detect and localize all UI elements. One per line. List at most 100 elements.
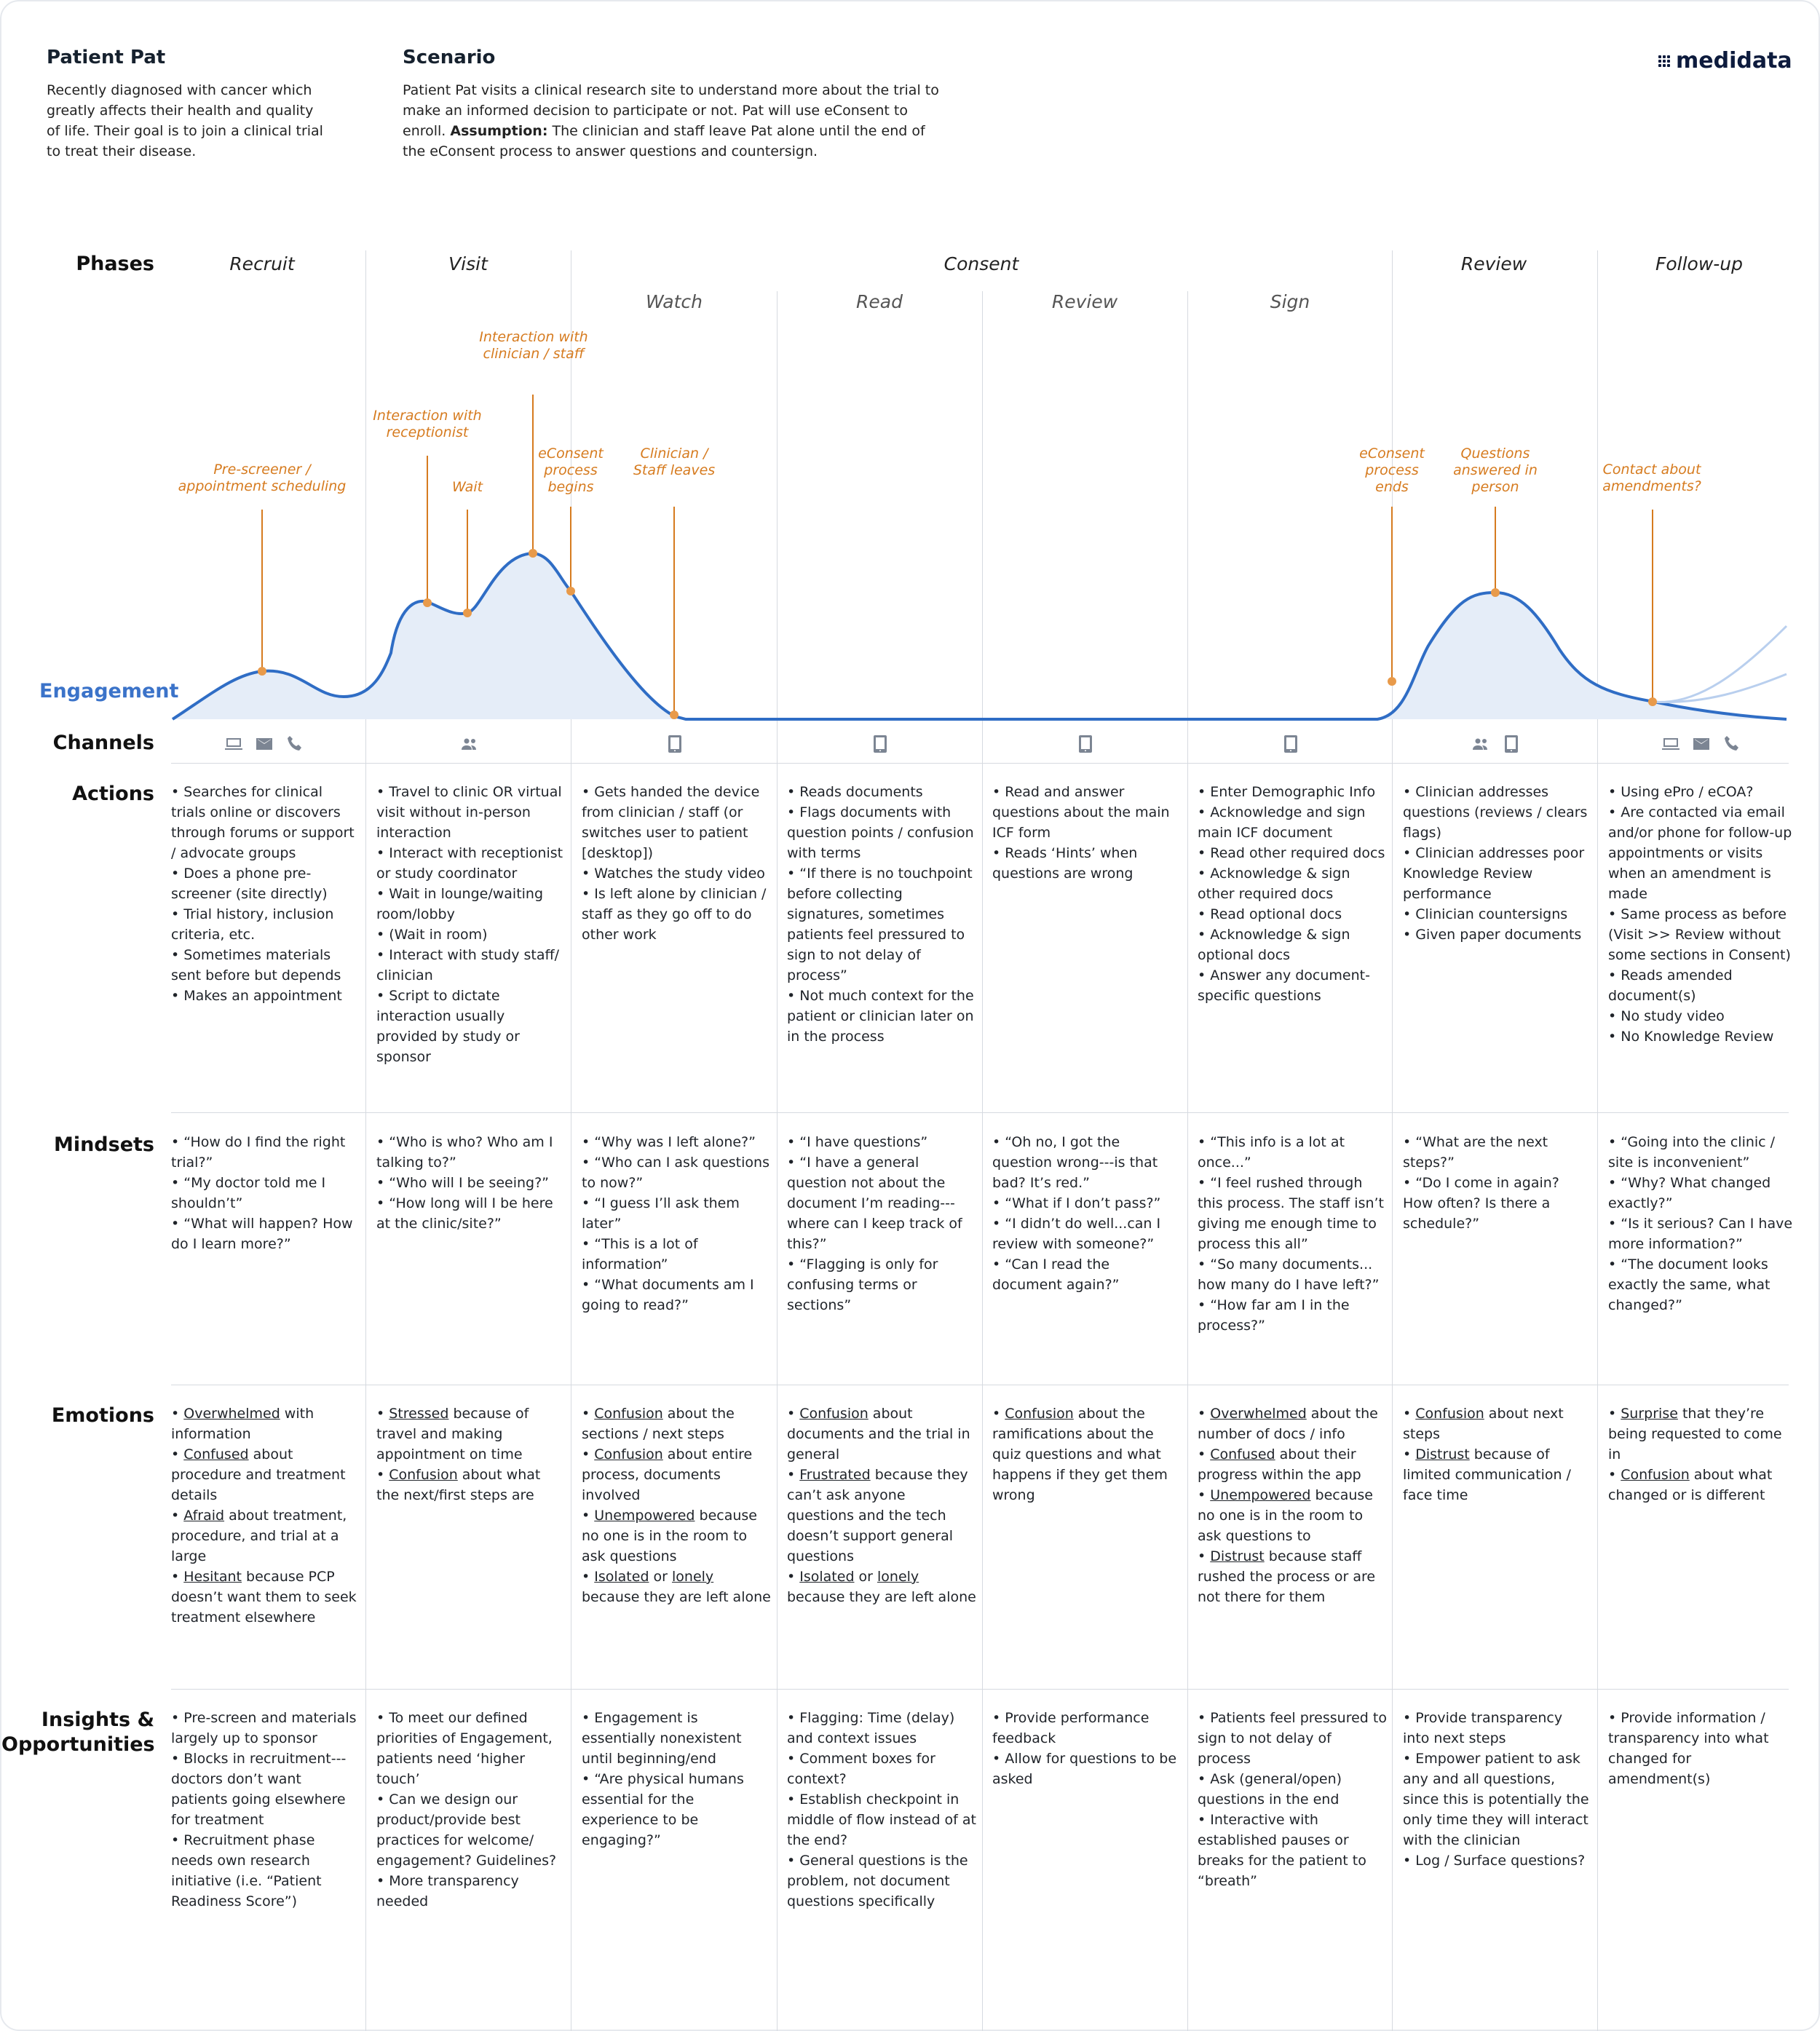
divider-read-review	[982, 291, 983, 2031]
insights-item: Provide performance feedback	[992, 1708, 1182, 1749]
emotions-item: Isolated or lonely because they are left…	[787, 1567, 976, 1607]
subphase-review: Review	[1051, 291, 1118, 312]
emotion-detail: about documents and the trial in general	[787, 1406, 970, 1462]
emotion-word: Confusion	[1005, 1406, 1074, 1422]
tablet-icon	[1284, 735, 1297, 753]
annotation-questions-answered: Questions answered in person	[1453, 446, 1538, 495]
insights-cell: Provide transparency into next stepsEmpo…	[1403, 1708, 1592, 1871]
actions-item: Answer any document-specific questions	[1198, 965, 1387, 1006]
mindsets-item: “How do I find the right trial?”	[171, 1132, 360, 1173]
mindsets-item: “I feel rushed through this process. The…	[1198, 1173, 1387, 1254]
mindsets-item: “How far am I in the process?”	[1198, 1295, 1387, 1336]
phone-icon	[1725, 736, 1738, 751]
actions-cell: Searches for clinical trials online or d…	[171, 782, 360, 1006]
mindsets-item: “I have a general question not about the…	[787, 1152, 976, 1254]
actions-item: Trial history, inclusion criteria, etc.	[171, 904, 360, 945]
actions-item: Using ePro / eCOA?	[1608, 782, 1797, 802]
emotion-detail: because they are left alone	[787, 1589, 976, 1605]
mindsets-item: “Who is who? Who am I talking to?”	[376, 1132, 566, 1173]
insights-cell: Flagging: Time (delay) and context issue…	[787, 1708, 976, 1912]
emotion-detail: about what changed or is different	[1608, 1467, 1773, 1503]
medidata-logo: medidata	[1658, 48, 1792, 74]
actions-item: Are contacted via email and/or phone for…	[1608, 802, 1797, 904]
mindsets-cell: “What are the next steps?”“Do I come in …	[1403, 1132, 1592, 1234]
tablet-icon	[874, 735, 887, 753]
mindsets-item: “How long will I be here at the clinic/s…	[376, 1193, 566, 1234]
annotation-amendments: Contact about amendments?	[1602, 462, 1701, 494]
insights-item: Recruitment phase needs own research ini…	[171, 1830, 360, 1912]
emotions-item: Distrust because of limited communicatio…	[1403, 1444, 1592, 1505]
mindsets-item: “I guess I’ll ask them later”	[582, 1193, 771, 1234]
emotions-cell: Overwhelmed with informationConfused abo…	[171, 1404, 360, 1628]
annotation-leaders	[261, 395, 1653, 715]
row-label-emotions: Emotions	[51, 1404, 154, 1427]
actions-cell: Gets handed the device from clinician / …	[582, 782, 771, 945]
emotions-item: Hesitant because PCP doesn’t want them t…	[171, 1567, 360, 1628]
mindsets-cell: “Going into the clinic / site is inconve…	[1608, 1132, 1797, 1315]
mindsets-cell: “I have questions”“I have a general ques…	[787, 1132, 976, 1315]
tablet-icon	[668, 735, 681, 753]
actions-item: Read and answer questions about the main…	[992, 782, 1182, 843]
actions-item: Sometimes materials sent before but depe…	[171, 945, 360, 986]
emotion-word: Confusion	[1415, 1406, 1484, 1422]
mindsets-cell: “Oh no, I got the question wrong---is th…	[992, 1132, 1182, 1295]
actions-cell: Reads documentsFlags documents with ques…	[787, 782, 976, 1047]
followup-projection-mid	[1652, 673, 1787, 703]
emotion-detail: because staff rushed the process or are …	[1198, 1548, 1376, 1605]
mindsets-item: “Can I read the document again?”	[992, 1254, 1182, 1295]
emotions-item: Confusion about what changed or is diffe…	[1608, 1465, 1797, 1505]
insights-item: More transparency needed	[376, 1871, 566, 1912]
emotion-word: Frustrated	[799, 1467, 871, 1483]
annotation-staff-leaves: Clinician / Staff leaves	[633, 446, 716, 478]
emotions-item: Distrust because staff rushed the proces…	[1198, 1546, 1387, 1607]
channel-group	[1599, 729, 1803, 759]
actions-item: Interact with receptionist or study coor…	[376, 843, 566, 884]
divider-recruit-visit	[365, 250, 366, 2031]
subphase-sign: Sign	[1270, 291, 1310, 312]
insights-item: General questions is the problem, not do…	[787, 1850, 976, 1912]
tablet-icon	[1079, 735, 1092, 753]
emotion-detail: with information	[171, 1406, 314, 1442]
mindsets-item: “Flagging is only for confusing terms or…	[787, 1254, 976, 1315]
insights-item: Patients feel pressured to sign to not d…	[1198, 1708, 1387, 1769]
divider-actions	[171, 1112, 1789, 1113]
mail-icon	[256, 738, 272, 750]
emotion-detail: because of travel and making appointment…	[376, 1406, 529, 1462]
emotion-word: Confused	[1210, 1446, 1275, 1462]
subphase-watch: Watch	[645, 291, 703, 312]
phase-visit: Visit	[448, 253, 488, 274]
divider-consent-review	[1392, 250, 1393, 2031]
mindsets-item: “I didn’t do well...can I review with so…	[992, 1214, 1182, 1254]
emotion-word: Confused	[183, 1446, 249, 1462]
insights-item: Can we design our product/provide best p…	[376, 1789, 566, 1871]
insights-item: Interactive with established pauses or b…	[1198, 1810, 1387, 1891]
row-label-phases: Phases	[76, 253, 154, 275]
actions-item: Acknowledge & sign optional docs	[1198, 925, 1387, 965]
mindsets-cell: “This info is a lot at once...”“I feel r…	[1198, 1132, 1387, 1336]
actions-item: Does a phone pre-screener (site directly…	[171, 863, 360, 904]
row-label-insights: Insights & Opportunities	[1, 1709, 155, 1756]
mindsets-item: “Oh no, I got the question wrong---is th…	[992, 1132, 1182, 1193]
phone-icon	[288, 736, 301, 751]
followup-projection-high	[1652, 625, 1788, 704]
row-label-actions: Actions	[72, 783, 154, 805]
emotion-word: Afraid	[183, 1508, 225, 1524]
insights-cell: Pre-screen and materials largely up to s…	[171, 1708, 360, 1912]
emotion-detail: about the number of docs / info	[1198, 1406, 1378, 1442]
mindsets-item: “Why? What changed exactly?”	[1608, 1173, 1797, 1214]
emotion-detail: because of limited communication / face …	[1403, 1446, 1571, 1503]
divider-watch-read	[777, 291, 778, 2031]
actions-item: Makes an appointment	[171, 986, 360, 1006]
channel-group	[1394, 729, 1598, 759]
actions-item: Acknowledge & sign other required docs	[1198, 863, 1387, 904]
actions-item: “If there is no touchpoint before collec…	[787, 863, 976, 986]
emotions-cell: Confusion about documents and the trial …	[787, 1404, 976, 1607]
emotions-item: Afraid about treatment, procedure, and t…	[171, 1505, 360, 1567]
divider-emotions	[171, 1689, 1789, 1690]
emotion-detail: or	[649, 1569, 673, 1585]
mindsets-cell: “Who is who? Who am I talking to?”“Who w…	[376, 1132, 566, 1234]
actions-item: Given paper documents	[1403, 925, 1592, 945]
emotions-cell: Overwhelmed about the number of docs / i…	[1198, 1404, 1387, 1607]
actions-item: Reads amended document(s)	[1608, 965, 1797, 1006]
